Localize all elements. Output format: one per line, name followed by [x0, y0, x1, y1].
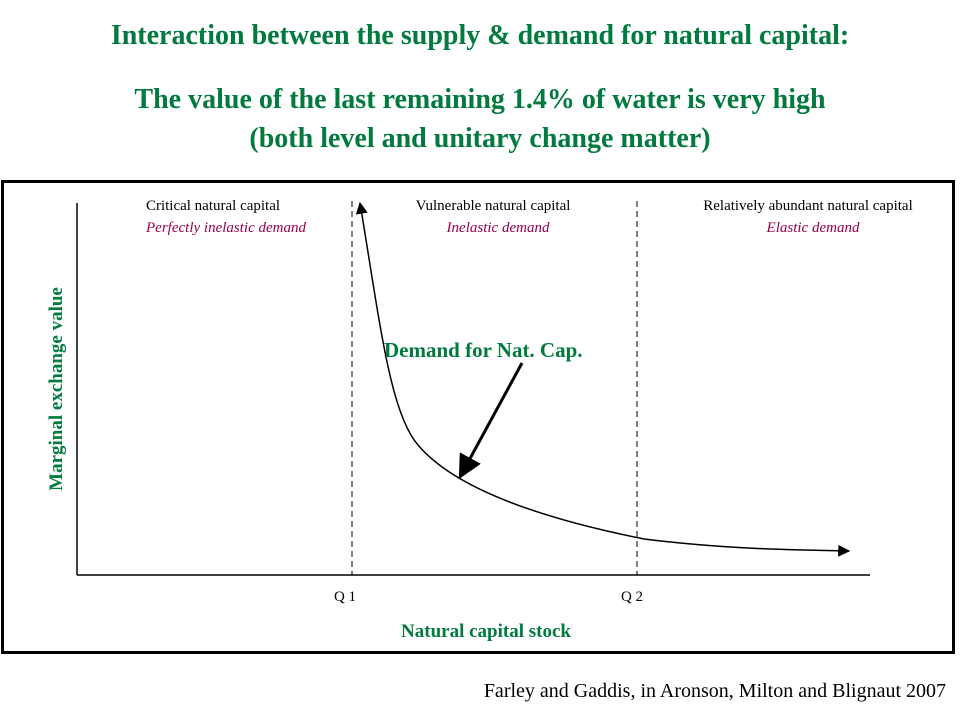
region-abundant-label: Relatively abundant natural capital: [703, 198, 913, 214]
slide-title: Interaction between the supply & demand …: [110, 20, 850, 51]
demand-curve: [355, 201, 851, 557]
x-axis-label: Natural capital stock: [401, 621, 571, 642]
demand-chart: Critical natural capital Perfectly inela…: [46, 198, 913, 642]
citation: Farley and Gaddis, in Aronson, Milton an…: [483, 680, 946, 702]
region-abundant-demand: Elastic demand: [766, 220, 860, 236]
region-critical-label: Critical natural capital: [146, 198, 280, 214]
annotation-arrow: [458, 362, 524, 480]
region-vulnerable-demand: Inelastic demand: [446, 220, 550, 236]
y-axis-label: Marginal exchange value: [46, 287, 67, 491]
demand-annotation: Demand for Nat. Cap.: [384, 338, 583, 362]
chart-frame: Critical natural capital Perfectly inela…: [1, 180, 955, 654]
region-vulnerable-label: Vulnerable natural capital: [416, 198, 571, 214]
q2-label: Q 2: [621, 589, 643, 605]
slide-subtitle-line2: (both level and unitary change matter): [249, 123, 711, 154]
region-critical-demand: Perfectly inelastic demand: [145, 220, 306, 236]
q1-label: Q 1: [334, 589, 356, 605]
slide-subtitle-line1: The value of the last remaining 1.4% of …: [134, 84, 826, 115]
